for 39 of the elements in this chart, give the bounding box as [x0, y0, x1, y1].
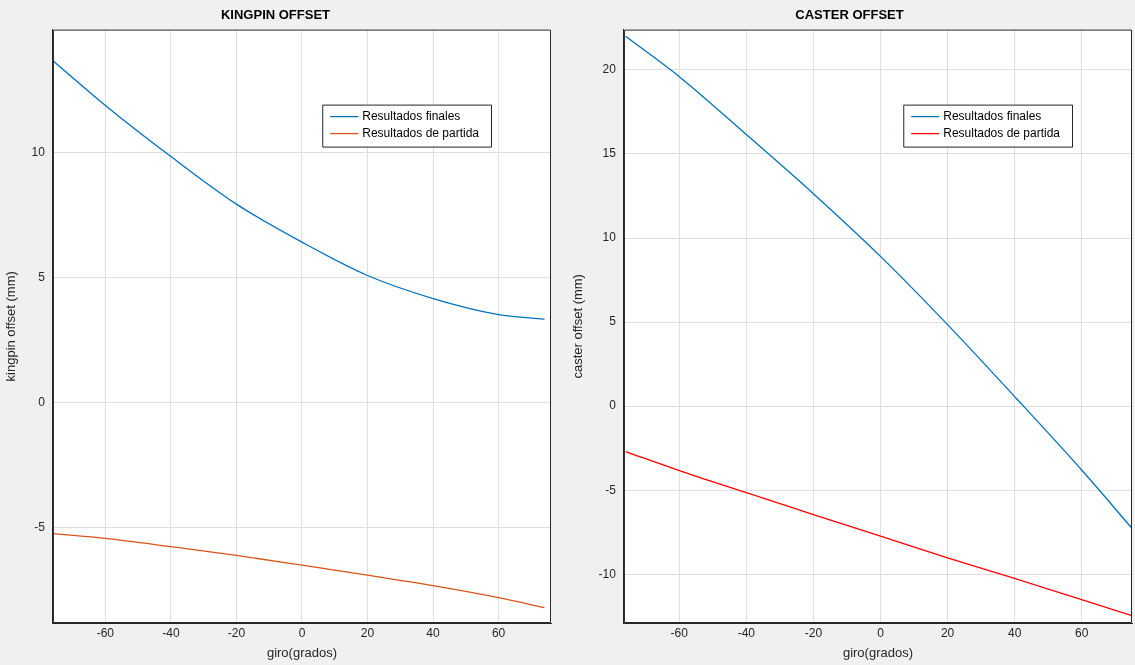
y-axis-title: kingpin offset (mm) — [3, 271, 19, 382]
x-tick-label: 40 — [1007, 625, 1022, 640]
x-tick-label: -40 — [162, 625, 180, 640]
x-tick-label: 40 — [426, 625, 441, 640]
legend-label: Resultados finales — [943, 108, 1042, 123]
y-tick-label: 10 — [31, 144, 46, 159]
x-tick-label: -40 — [737, 625, 756, 640]
y-tick-label: 0 — [38, 394, 46, 409]
y-axis-title: caster offset (mm) — [570, 274, 586, 379]
y-tick-label: 5 — [38, 269, 46, 284]
y-tick-label: -5 — [605, 482, 617, 497]
x-tick-label: 0 — [877, 625, 885, 640]
legend-label: Resultados de partida — [362, 125, 480, 140]
line-series — [52, 60, 546, 320]
legend-label: Resultados de partida — [943, 125, 1061, 140]
y-tick-label: 20 — [602, 62, 617, 77]
chart-title: CASTER OFFSET — [795, 7, 904, 23]
y-tick-label: -10 — [598, 566, 617, 581]
x-tick-label: 20 — [940, 625, 955, 640]
x-axis-title: giro(grados) — [266, 644, 338, 660]
line-series — [52, 532, 546, 609]
x-tick-label: 20 — [360, 625, 375, 640]
x-tick-label: 60 — [1075, 625, 1089, 640]
y-tick-label: 15 — [602, 146, 617, 161]
y-tick-label: -5 — [34, 520, 46, 535]
chart-title: KINGPIN OFFSET — [220, 7, 331, 23]
legend-label: Resultados finales — [362, 108, 461, 123]
x-tick-label: 60 — [491, 625, 506, 640]
y-tick-label: 5 — [609, 314, 617, 329]
x-tick-label: -60 — [670, 625, 689, 640]
x-tick-label: -60 — [96, 625, 115, 640]
x-tick-label: -20 — [804, 625, 823, 640]
x-axis-title: giro(grados) — [842, 644, 914, 660]
y-tick-label: 0 — [609, 398, 617, 413]
line-series — [624, 35, 1132, 530]
x-tick-label: -20 — [227, 625, 246, 640]
x-tick-label: 0 — [298, 625, 306, 640]
y-tick-label: 10 — [602, 230, 617, 245]
line-series — [624, 450, 1132, 617]
